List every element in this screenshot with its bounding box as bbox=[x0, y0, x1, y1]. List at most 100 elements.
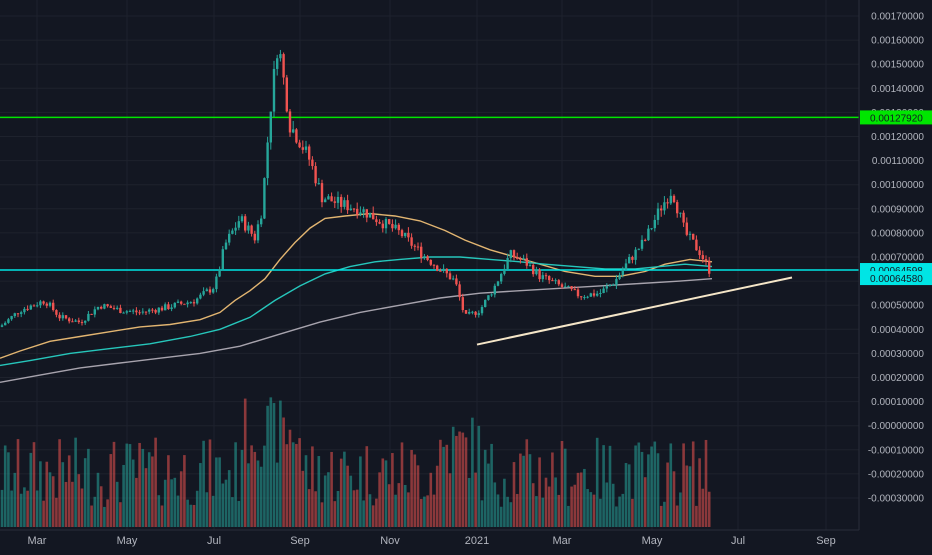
candle-body bbox=[330, 196, 333, 202]
candle-body bbox=[573, 289, 576, 291]
candle-body bbox=[698, 250, 701, 256]
y-tick-label: 0.00120000 bbox=[871, 132, 924, 143]
candle-body bbox=[682, 212, 685, 223]
candle-body bbox=[455, 278, 458, 285]
volume-bar bbox=[451, 426, 455, 527]
candle-body bbox=[564, 286, 567, 288]
volume-bar bbox=[51, 476, 55, 527]
candle-body bbox=[119, 307, 122, 314]
candle-body bbox=[557, 280, 560, 285]
candle-body bbox=[452, 278, 455, 280]
candle-body bbox=[247, 225, 250, 231]
candle-body bbox=[170, 307, 173, 310]
volume-bar bbox=[141, 448, 145, 527]
volume-bar bbox=[675, 505, 679, 527]
x-tick-label: Sep bbox=[816, 535, 836, 547]
candle-body bbox=[327, 196, 330, 200]
y-tick-label: 0.00140000 bbox=[871, 84, 924, 95]
volume-bar bbox=[563, 448, 567, 527]
volume-bar bbox=[48, 472, 52, 527]
price-badge-label: 0.00127920 bbox=[870, 113, 923, 124]
volume-bar bbox=[327, 472, 330, 527]
candle-body bbox=[653, 219, 656, 229]
volume-bar bbox=[160, 505, 164, 527]
candle-body bbox=[68, 318, 71, 322]
volume-bar bbox=[176, 495, 180, 527]
candle-body bbox=[634, 249, 637, 260]
volume-bar bbox=[615, 506, 618, 527]
candle-body bbox=[141, 311, 144, 313]
candle-body bbox=[554, 280, 557, 282]
volume-bar bbox=[3, 445, 7, 527]
volume-bar bbox=[487, 463, 490, 527]
candle-body bbox=[212, 289, 215, 293]
volume-bar bbox=[202, 440, 205, 527]
volume-bars bbox=[0, 397, 711, 527]
volume-bar bbox=[531, 483, 535, 527]
volume-bar bbox=[125, 443, 129, 527]
volume-bar bbox=[189, 504, 193, 527]
candle-body bbox=[90, 313, 93, 315]
candle-body bbox=[666, 202, 669, 204]
volume-bar bbox=[144, 468, 148, 527]
volume-bar bbox=[135, 477, 138, 527]
volume-bar bbox=[83, 458, 87, 527]
volume-bar bbox=[525, 439, 529, 527]
volume-bar bbox=[586, 489, 589, 527]
candle-body bbox=[394, 224, 397, 229]
volume-bar bbox=[400, 442, 404, 527]
candle-body bbox=[324, 199, 327, 203]
volume-bar bbox=[205, 492, 209, 527]
candle-body bbox=[442, 268, 445, 271]
volume-bar bbox=[218, 457, 221, 527]
candle-body bbox=[154, 310, 157, 313]
candle-body bbox=[160, 307, 164, 311]
candle-body bbox=[125, 311, 128, 313]
candle-body bbox=[429, 259, 432, 265]
candle-body bbox=[381, 223, 384, 229]
volume-bar bbox=[211, 495, 215, 527]
candle-body bbox=[128, 311, 132, 313]
volume-bar bbox=[173, 477, 177, 527]
y-tick-label: 0.00010000 bbox=[871, 397, 924, 408]
trendline[interactable] bbox=[476, 276, 793, 346]
volume-bar bbox=[26, 490, 29, 527]
volume-bar bbox=[167, 455, 170, 527]
x-tick-label: Sep bbox=[290, 535, 310, 547]
volume-bar bbox=[656, 453, 660, 527]
volume-bar bbox=[362, 500, 365, 527]
candle-body bbox=[669, 195, 672, 204]
volume-bar bbox=[90, 505, 93, 527]
candle-body bbox=[192, 302, 196, 304]
candle-body bbox=[260, 218, 263, 225]
candle-body bbox=[599, 293, 602, 295]
candle-body bbox=[676, 202, 679, 214]
candle-body bbox=[432, 264, 436, 266]
volume-bar bbox=[455, 435, 458, 527]
volume-bar bbox=[55, 497, 58, 527]
candle-body bbox=[551, 280, 554, 282]
volume-bar bbox=[512, 462, 516, 527]
volume-bar bbox=[253, 451, 257, 527]
volume-bar bbox=[333, 501, 337, 527]
volume-bar bbox=[624, 463, 628, 527]
volume-bar bbox=[13, 472, 17, 527]
moving-average-line bbox=[0, 256, 713, 367]
volume-bar bbox=[23, 487, 26, 527]
candle-body bbox=[221, 249, 224, 270]
candle-body bbox=[164, 304, 167, 311]
volume-bar bbox=[503, 478, 506, 527]
volume-bar bbox=[704, 439, 708, 527]
time-axis[interactable] bbox=[0, 530, 932, 550]
candle-body bbox=[391, 223, 394, 229]
candle-body bbox=[93, 309, 96, 315]
candle-body bbox=[637, 248, 640, 250]
candle-body bbox=[525, 258, 528, 266]
volume-bar bbox=[282, 417, 285, 527]
volume-bar bbox=[87, 448, 90, 527]
volume-bar bbox=[384, 460, 388, 527]
candle-body bbox=[199, 294, 202, 299]
volume-bar bbox=[301, 470, 305, 527]
